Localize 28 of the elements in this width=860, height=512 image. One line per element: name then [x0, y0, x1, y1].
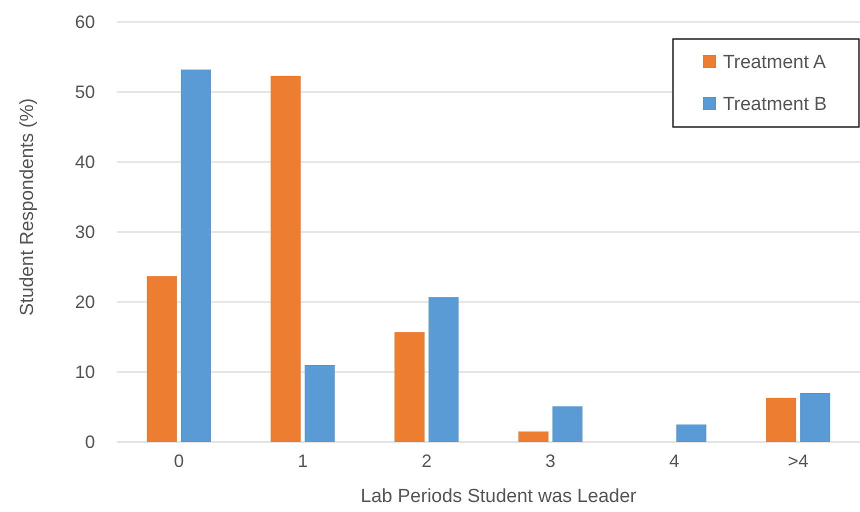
bar	[518, 432, 548, 442]
bar	[304, 365, 335, 442]
x-tick-label: 4	[669, 450, 680, 471]
legend-label: Treatment B	[723, 94, 827, 115]
x-tick-label: 1	[298, 450, 308, 471]
y-tick-label: 10	[74, 362, 95, 382]
bar	[552, 406, 582, 442]
bar	[676, 424, 706, 442]
x-tick-label: >4	[788, 450, 808, 471]
y-tick-label: 30	[74, 222, 95, 242]
bar	[766, 398, 796, 442]
bar	[428, 297, 459, 442]
x-tick-label: 0	[174, 450, 184, 471]
y-tick-label: 50	[74, 82, 95, 102]
y-tick-label: 20	[74, 292, 95, 312]
y-tick-label: 40	[74, 152, 95, 172]
x-axis-title: Lab Periods Student was Leader	[360, 486, 638, 507]
y-tick-label: 60	[74, 12, 95, 32]
bar	[146, 276, 177, 442]
bar	[270, 76, 301, 442]
bar	[180, 70, 211, 442]
bar	[394, 332, 425, 442]
y-axis-title: Student Respondents (%)	[17, 98, 38, 316]
x-tick-label: 2	[422, 450, 432, 471]
bar	[800, 393, 830, 442]
y-tick-label: 0	[84, 432, 95, 452]
legend-label: Treatment A	[723, 52, 826, 73]
x-tick-label: 3	[545, 450, 556, 471]
